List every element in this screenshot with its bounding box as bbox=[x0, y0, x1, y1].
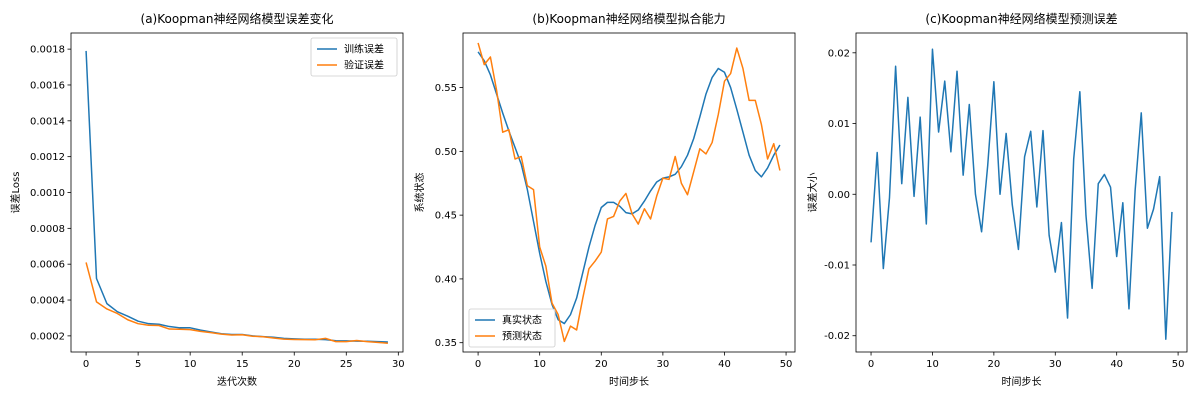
x-tick-label: 20 bbox=[288, 359, 301, 370]
y-tick-label: -0.01 bbox=[824, 261, 850, 272]
x-tick-label: 15 bbox=[236, 359, 249, 370]
x-tick-label: 40 bbox=[718, 359, 731, 370]
x-tick-label: 30 bbox=[1049, 359, 1062, 370]
x-tick-label: 30 bbox=[392, 359, 405, 370]
series-line-1 bbox=[477, 51, 781, 325]
plot-frame bbox=[70, 32, 404, 353]
y-tick-label: 0.35 bbox=[435, 338, 457, 349]
x-tick-label: 25 bbox=[340, 359, 353, 370]
series-line-2 bbox=[477, 42, 781, 343]
y-tick-label: 0.00 bbox=[828, 190, 850, 201]
x-tick-label: 30 bbox=[657, 359, 670, 370]
y-tick-label: 0.0002 bbox=[30, 331, 65, 342]
y-axis-label: 误差大小 bbox=[806, 173, 819, 213]
legend-label: 预测状态 bbox=[502, 330, 542, 343]
y-tick-label: -0.02 bbox=[824, 331, 850, 342]
y-tick-label: 0.0008 bbox=[30, 224, 65, 235]
panel-1: 0 5 10 15 20 25 30 0.0002 0.0004 0.0006 0.0008 0.00… bbox=[9, 11, 405, 388]
x-axis-label: 迭代次数 bbox=[217, 375, 257, 388]
x-axis-label: 时间步长 bbox=[609, 375, 649, 388]
series-line-1 bbox=[85, 50, 388, 343]
x-tick-label: 20 bbox=[987, 359, 1000, 370]
chart-title: (a)Koopman神经网络模型误差变化 bbox=[141, 11, 334, 26]
series-line-2 bbox=[85, 262, 388, 344]
legend-box bbox=[310, 37, 398, 77]
x-tick-label: 50 bbox=[780, 359, 793, 370]
x-axis-label: 时间步长 bbox=[1002, 375, 1042, 388]
y-tick-label: 0.55 bbox=[435, 83, 457, 94]
x-tick-label: 40 bbox=[1110, 359, 1123, 370]
y-tick-label: 0.0006 bbox=[30, 260, 65, 271]
y-tick-label: 0.0012 bbox=[30, 152, 65, 163]
legend-label: 训练误差 bbox=[344, 43, 384, 56]
y-tick-label: 0.0004 bbox=[30, 296, 65, 307]
panel-2: 0 10 20 30 40 50 0.35 0.40 0.45 0.50 0.55 (b)Koopma… bbox=[413, 11, 796, 388]
chart-title: (c)Koopman神经网络模型预测误差 bbox=[925, 11, 1117, 26]
y-axis-label: 误差Loss bbox=[9, 172, 22, 214]
x-tick-label: 0 bbox=[868, 359, 874, 370]
y-tick-label: 0.02 bbox=[828, 48, 850, 59]
y-tick-label: 0.40 bbox=[435, 274, 457, 285]
x-tick-label: 20 bbox=[595, 359, 608, 370]
y-tick-label: 0.0014 bbox=[30, 116, 65, 127]
y-tick-label: 0.0010 bbox=[30, 188, 65, 199]
x-tick-label: 5 bbox=[135, 359, 141, 370]
y-axis-label: 系统状态 bbox=[413, 173, 426, 213]
series-line-1 bbox=[870, 48, 1173, 341]
legend-label: 真实状态 bbox=[502, 314, 542, 327]
x-tick-label: 10 bbox=[533, 359, 546, 370]
y-tick-label: 0.01 bbox=[828, 119, 850, 130]
x-tick-label: 0 bbox=[83, 359, 89, 370]
x-tick-label: 10 bbox=[926, 359, 939, 370]
y-tick-label: 0.50 bbox=[435, 147, 457, 158]
x-tick-label: 50 bbox=[1172, 359, 1185, 370]
x-tick-label: 0 bbox=[475, 359, 481, 370]
plot-frame bbox=[855, 32, 1188, 353]
legend-box bbox=[468, 308, 556, 348]
y-tick-label: 0.45 bbox=[435, 211, 457, 222]
chart-title: (b)Koopman神经网络模型拟合能力 bbox=[532, 11, 725, 26]
y-tick-label: 0.0016 bbox=[30, 80, 65, 91]
x-tick-label: 10 bbox=[184, 359, 197, 370]
panel-3: 0 10 20 30 40 50 -0.02 -0.01 0.00 0.01 0.02 (c)Koop… bbox=[806, 11, 1188, 388]
y-tick-label: 0.0018 bbox=[30, 45, 65, 56]
plot-frame bbox=[462, 32, 796, 353]
legend-label: 验证误差 bbox=[344, 59, 384, 72]
